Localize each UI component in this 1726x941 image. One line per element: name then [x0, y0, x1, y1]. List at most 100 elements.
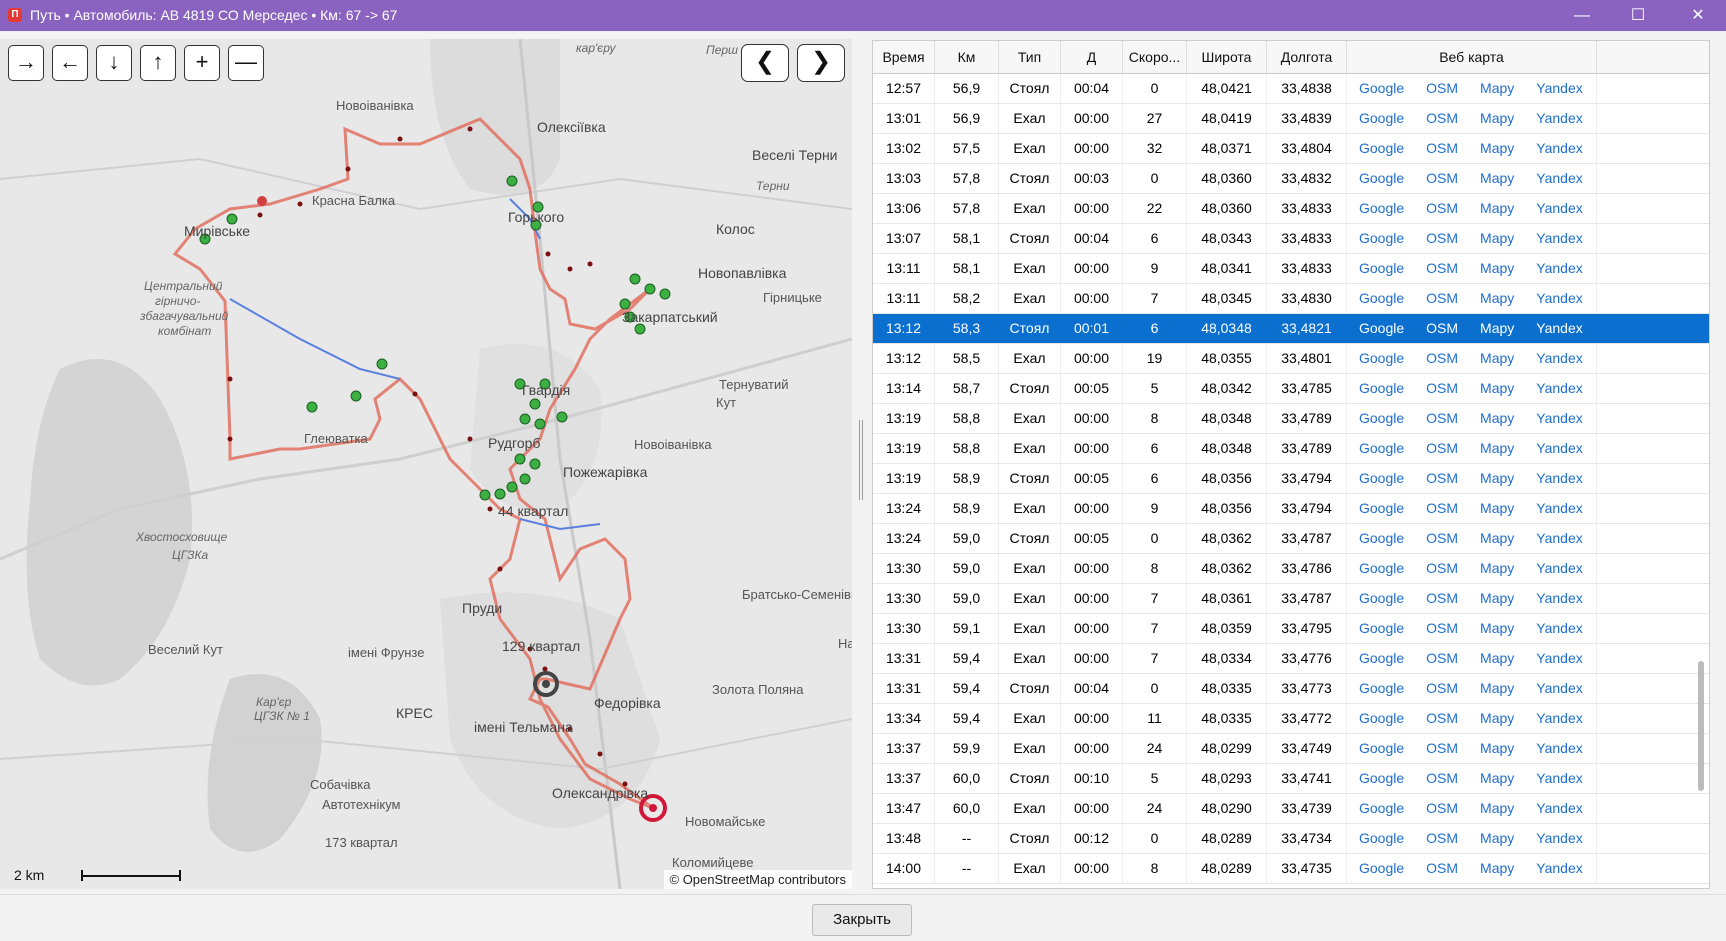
table-row[interactable]: 13:06 57,8 Ехал 00:00 22 48,0360 33,4833 Google… [873, 194, 1709, 224]
link-osm[interactable]: OSM [1426, 110, 1459, 126]
link-yandex[interactable]: Yandex [1536, 470, 1583, 486]
link-mapy[interactable]: Mapy [1480, 770, 1515, 786]
link-google[interactable]: Google [1359, 80, 1405, 96]
link-google[interactable]: Google [1359, 470, 1405, 486]
link-yandex[interactable]: Yandex [1536, 710, 1583, 726]
link-mapy[interactable]: Mapy [1480, 650, 1515, 666]
link-yandex[interactable]: Yandex [1536, 110, 1583, 126]
link-google[interactable]: Google [1359, 200, 1405, 216]
table-row[interactable]: 13:14 58,7 Стоял 00:05 5 48,0342 33,4785 Google… [873, 374, 1709, 404]
link-google[interactable]: Google [1359, 560, 1405, 576]
link-google[interactable]: Google [1359, 380, 1405, 396]
table-row[interactable]: 13:30 59,0 Ехал 00:00 8 48,0362 33,4786 Google O… [873, 554, 1709, 584]
table-row[interactable]: 13:01 56,9 Ехал 00:00 27 48,0419 33,4839 Google… [873, 104, 1709, 134]
link-osm[interactable]: OSM [1426, 800, 1459, 816]
link-yandex[interactable]: Yandex [1536, 560, 1583, 576]
link-mapy[interactable]: Mapy [1480, 590, 1515, 606]
link-google[interactable]: Google [1359, 740, 1405, 756]
table-row[interactable]: 13:02 57,5 Ехал 00:00 32 48,0371 33,4804 Google… [873, 134, 1709, 164]
link-google[interactable]: Google [1359, 260, 1405, 276]
link-google[interactable]: Google [1359, 290, 1405, 306]
link-yandex[interactable]: Yandex [1536, 350, 1583, 366]
link-osm[interactable]: OSM [1426, 200, 1459, 216]
link-google[interactable]: Google [1359, 350, 1405, 366]
link-google[interactable]: Google [1359, 500, 1405, 516]
link-google[interactable]: Google [1359, 530, 1405, 546]
link-google[interactable]: Google [1359, 410, 1405, 426]
link-google[interactable]: Google [1359, 140, 1405, 156]
minimize-button[interactable]: — [1574, 7, 1590, 24]
column-header-type[interactable]: Тип [999, 41, 1061, 73]
map-view[interactable]: кар'єру Перш Новоіванівка Олексіївка Вес… [0, 39, 852, 889]
link-osm[interactable]: OSM [1426, 320, 1459, 336]
link-google[interactable]: Google [1359, 320, 1405, 336]
link-yandex[interactable]: Yandex [1536, 590, 1583, 606]
link-osm[interactable]: OSM [1426, 740, 1459, 756]
table-row[interactable]: 13:30 59,0 Ехал 00:00 7 48,0361 33,4787 Google O… [873, 584, 1709, 614]
link-osm[interactable]: OSM [1426, 470, 1459, 486]
link-osm[interactable]: OSM [1426, 230, 1459, 246]
link-mapy[interactable]: Mapy [1480, 680, 1515, 696]
link-yandex[interactable]: Yandex [1536, 620, 1583, 636]
link-mapy[interactable]: Mapy [1480, 230, 1515, 246]
table-row[interactable]: 13:37 59,9 Ехал 00:00 24 48,0299 33,4749 Google… [873, 734, 1709, 764]
link-mapy[interactable]: Mapy [1480, 530, 1515, 546]
column-header-web-map[interactable]: Веб карта [1347, 41, 1597, 73]
link-mapy[interactable]: Mapy [1480, 110, 1515, 126]
pan-left-button[interactable]: ← [52, 45, 88, 81]
link-yandex[interactable]: Yandex [1536, 770, 1583, 786]
link-mapy[interactable]: Mapy [1480, 170, 1515, 186]
link-google[interactable]: Google [1359, 860, 1405, 876]
table-row[interactable]: 13:11 58,2 Ехал 00:00 7 48,0345 33,4830 Google O… [873, 284, 1709, 314]
link-mapy[interactable]: Mapy [1480, 830, 1515, 846]
link-yandex[interactable]: Yandex [1536, 200, 1583, 216]
link-google[interactable]: Google [1359, 830, 1405, 846]
link-yandex[interactable]: Yandex [1536, 230, 1583, 246]
table-row[interactable]: 13:07 58,1 Стоял 00:04 6 48,0343 33,4833 Google… [873, 224, 1709, 254]
previous-point-button[interactable]: ❮ [741, 44, 789, 82]
link-osm[interactable]: OSM [1426, 500, 1459, 516]
link-yandex[interactable]: Yandex [1536, 680, 1583, 696]
table-row[interactable]: 13:31 59,4 Ехал 00:00 7 48,0334 33,4776 Google O… [873, 644, 1709, 674]
table-row[interactable]: 13:24 59,0 Стоял 00:05 0 48,0362 33,4787 Google… [873, 524, 1709, 554]
pan-down-button[interactable]: ↓ [96, 45, 132, 81]
link-google[interactable]: Google [1359, 170, 1405, 186]
link-mapy[interactable]: Mapy [1480, 500, 1515, 516]
link-osm[interactable]: OSM [1426, 350, 1459, 366]
link-google[interactable]: Google [1359, 770, 1405, 786]
table-row[interactable]: 13:47 60,0 Ехал 00:00 24 48,0290 33,4739 Google… [873, 794, 1709, 824]
table-row[interactable]: 13:30 59,1 Ехал 00:00 7 48,0359 33,4795 Google O… [873, 614, 1709, 644]
link-yandex[interactable]: Yandex [1536, 800, 1583, 816]
link-mapy[interactable]: Mapy [1480, 440, 1515, 456]
table-row[interactable]: 13:19 58,8 Ехал 00:00 8 48,0348 33,4789 Google O… [873, 404, 1709, 434]
link-google[interactable]: Google [1359, 440, 1405, 456]
link-osm[interactable]: OSM [1426, 650, 1459, 666]
link-osm[interactable]: OSM [1426, 290, 1459, 306]
table-row[interactable]: 12:57 56,9 Стоял 00:04 0 48,0421 33,4838 Google… [873, 74, 1709, 104]
link-osm[interactable]: OSM [1426, 860, 1459, 876]
link-mapy[interactable]: Mapy [1480, 350, 1515, 366]
link-google[interactable]: Google [1359, 110, 1405, 126]
table-row[interactable]: 13:12 58,3 Стоял 00:01 6 48,0348 33,4821 Google… [873, 314, 1709, 344]
link-mapy[interactable]: Mapy [1480, 470, 1515, 486]
link-osm[interactable]: OSM [1426, 560, 1459, 576]
link-mapy[interactable]: Mapy [1480, 380, 1515, 396]
link-mapy[interactable]: Mapy [1480, 80, 1515, 96]
table-row[interactable]: 13:31 59,4 Стоял 00:04 0 48,0335 33,4773 Google… [873, 674, 1709, 704]
column-header-latitude[interactable]: Широта [1187, 41, 1267, 73]
link-yandex[interactable]: Yandex [1536, 320, 1583, 336]
panel-splitter[interactable] [859, 420, 865, 500]
link-mapy[interactable]: Mapy [1480, 560, 1515, 576]
link-yandex[interactable]: Yandex [1536, 80, 1583, 96]
table-row[interactable]: 13:37 60,0 Стоял 00:10 5 48,0293 33,4741 Google… [873, 764, 1709, 794]
table-row[interactable]: 14:00 -- Ехал 00:00 8 48,0289 33,4735 Google OSM… [873, 854, 1709, 884]
link-mapy[interactable]: Mapy [1480, 140, 1515, 156]
table-row[interactable]: 13:34 59,4 Ехал 00:00 11 48,0335 33,4772 Google… [873, 704, 1709, 734]
zoom-in-button[interactable]: + [184, 45, 220, 81]
link-mapy[interactable]: Mapy [1480, 260, 1515, 276]
link-mapy[interactable]: Mapy [1480, 410, 1515, 426]
table-scrollbar[interactable] [1695, 41, 1707, 888]
link-mapy[interactable]: Mapy [1480, 290, 1515, 306]
link-yandex[interactable]: Yandex [1536, 140, 1583, 156]
link-google[interactable]: Google [1359, 620, 1405, 636]
